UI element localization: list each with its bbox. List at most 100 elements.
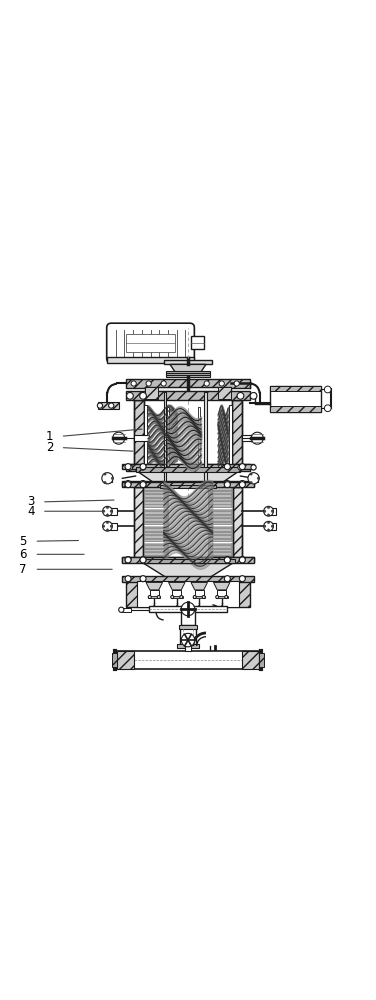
Circle shape bbox=[239, 481, 245, 487]
Bar bbox=[208, 529, 232, 531]
Bar bbox=[167, 407, 169, 466]
Bar bbox=[208, 532, 232, 535]
Bar bbox=[199, 407, 200, 466]
Circle shape bbox=[110, 510, 112, 512]
Bar bbox=[144, 539, 168, 541]
Circle shape bbox=[127, 465, 133, 470]
Bar bbox=[270, 386, 321, 412]
Bar bbox=[117, 651, 134, 669]
Circle shape bbox=[106, 521, 109, 524]
Bar bbox=[209, 553, 231, 555]
Bar bbox=[217, 590, 226, 597]
Bar bbox=[145, 505, 167, 507]
Bar bbox=[145, 387, 158, 399]
Bar bbox=[145, 560, 167, 561]
Bar bbox=[249, 475, 258, 482]
Bar bbox=[209, 526, 231, 527]
Bar bbox=[144, 560, 168, 562]
Bar bbox=[191, 336, 204, 349]
Circle shape bbox=[219, 381, 224, 386]
Bar bbox=[209, 502, 231, 504]
Bar bbox=[126, 464, 250, 471]
Circle shape bbox=[216, 596, 219, 599]
Text: 1: 1 bbox=[45, 430, 53, 443]
Circle shape bbox=[140, 482, 146, 488]
Circle shape bbox=[131, 381, 136, 386]
Bar bbox=[144, 495, 168, 497]
Circle shape bbox=[239, 482, 245, 488]
Bar bbox=[208, 498, 232, 501]
Bar bbox=[123, 576, 253, 582]
Circle shape bbox=[234, 381, 239, 386]
Text: 3: 3 bbox=[27, 495, 35, 508]
Bar bbox=[117, 651, 259, 669]
Circle shape bbox=[271, 525, 273, 527]
Bar bbox=[145, 519, 167, 521]
Bar bbox=[208, 505, 232, 507]
Bar bbox=[145, 550, 167, 551]
Polygon shape bbox=[191, 582, 208, 590]
Circle shape bbox=[125, 576, 131, 582]
Circle shape bbox=[224, 557, 230, 563]
Bar bbox=[208, 526, 232, 528]
Bar bbox=[144, 536, 168, 538]
Circle shape bbox=[267, 514, 270, 516]
Bar bbox=[144, 491, 168, 494]
Bar bbox=[255, 433, 260, 443]
Bar bbox=[209, 509, 231, 510]
Bar bbox=[177, 644, 199, 648]
Circle shape bbox=[171, 596, 174, 599]
Bar bbox=[208, 491, 232, 494]
Bar bbox=[145, 509, 167, 510]
Bar bbox=[209, 536, 231, 538]
Circle shape bbox=[264, 525, 266, 527]
Circle shape bbox=[113, 432, 125, 444]
Bar bbox=[123, 482, 253, 487]
Bar bbox=[134, 400, 144, 470]
Polygon shape bbox=[214, 582, 230, 590]
Bar bbox=[208, 495, 232, 497]
Polygon shape bbox=[146, 582, 162, 590]
Bar bbox=[208, 488, 232, 490]
Circle shape bbox=[181, 602, 195, 616]
Bar bbox=[145, 543, 167, 544]
Circle shape bbox=[181, 633, 195, 647]
Bar bbox=[108, 523, 117, 530]
Circle shape bbox=[224, 557, 230, 563]
Bar bbox=[160, 485, 216, 488]
Bar bbox=[134, 487, 143, 562]
Circle shape bbox=[267, 506, 270, 509]
Bar bbox=[242, 435, 257, 441]
Bar bbox=[218, 387, 231, 399]
Circle shape bbox=[264, 521, 273, 531]
Bar bbox=[233, 487, 242, 562]
Circle shape bbox=[264, 506, 273, 516]
Bar bbox=[208, 515, 232, 518]
Bar bbox=[145, 533, 167, 534]
Circle shape bbox=[125, 557, 131, 563]
Bar bbox=[181, 611, 195, 625]
Bar bbox=[144, 515, 168, 518]
Circle shape bbox=[239, 557, 245, 563]
Circle shape bbox=[106, 506, 109, 509]
Circle shape bbox=[125, 464, 131, 470]
Bar bbox=[267, 508, 276, 515]
Circle shape bbox=[106, 529, 109, 531]
Circle shape bbox=[109, 403, 114, 408]
Bar bbox=[145, 512, 167, 514]
Bar bbox=[172, 590, 181, 597]
Circle shape bbox=[102, 473, 113, 484]
Bar bbox=[164, 392, 166, 481]
Circle shape bbox=[250, 481, 252, 484]
Bar bbox=[145, 540, 167, 541]
Circle shape bbox=[271, 510, 273, 512]
Bar bbox=[144, 526, 168, 528]
Text: 2: 2 bbox=[45, 441, 53, 454]
Circle shape bbox=[250, 392, 257, 399]
Bar bbox=[145, 529, 167, 531]
Bar bbox=[108, 508, 117, 515]
Circle shape bbox=[248, 473, 259, 484]
Bar bbox=[208, 502, 232, 504]
Circle shape bbox=[125, 557, 131, 563]
Bar bbox=[209, 492, 231, 493]
